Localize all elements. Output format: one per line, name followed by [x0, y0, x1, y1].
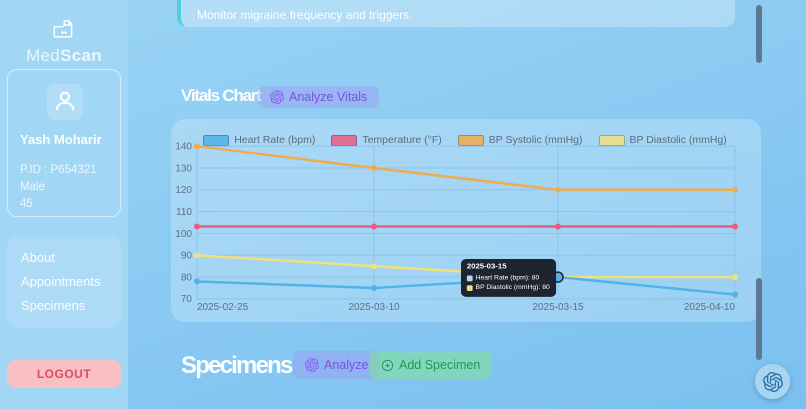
svg-text:140: 140: [175, 142, 192, 153]
svg-text:130: 130: [175, 163, 192, 174]
svg-text:100: 100: [175, 229, 192, 240]
svg-text:120: 120: [175, 185, 192, 196]
svg-text:70: 70: [181, 294, 193, 305]
svg-text:2025-04-10: 2025-04-10: [684, 302, 736, 313]
svg-text:2025-03-15: 2025-03-15: [532, 302, 584, 313]
svg-text:90: 90: [181, 251, 193, 262]
svg-text:80: 80: [181, 272, 193, 283]
svg-text:110: 110: [176, 207, 192, 218]
svg-text:2025-02-25: 2025-02-25: [197, 302, 249, 313]
svg-text:2025-03-10: 2025-03-10: [348, 302, 400, 313]
